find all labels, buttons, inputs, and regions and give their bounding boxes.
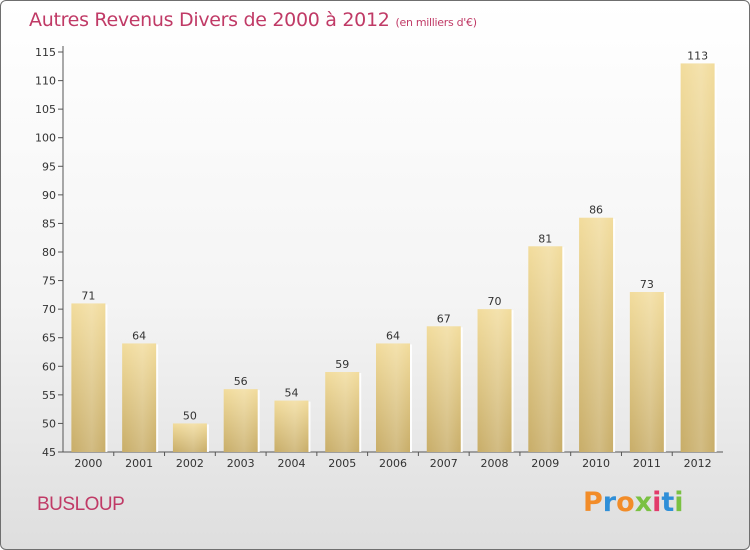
logo-letter: o <box>616 487 635 518</box>
bar-value-label: 113 <box>687 49 708 62</box>
logo-letter: t <box>661 487 675 518</box>
x-tick-label: 2008 <box>481 457 509 470</box>
bar-value-label: 73 <box>640 278 654 291</box>
bar-highlight <box>477 309 512 452</box>
bar-highlight <box>122 343 157 452</box>
y-tick-label: 105 <box>35 103 56 116</box>
y-axis: 45 50 55 60 65 70 75 80 85 90 95 100 105 110 115 <box>35 46 64 459</box>
y-tick-label: 80 <box>42 246 56 259</box>
logo-letter: i <box>652 487 662 518</box>
x-tick-label: 2006 <box>379 457 407 470</box>
bar-value-label: 81 <box>538 232 552 245</box>
bar-highlight <box>325 372 360 452</box>
logo-letter: i <box>674 487 684 518</box>
bar-value-label: 54 <box>284 387 298 400</box>
x-tick-label: 2000 <box>74 457 102 470</box>
bar-highlight <box>426 326 461 452</box>
x-tick-label: 2005 <box>328 457 356 470</box>
bar-value-label: 71 <box>81 289 95 302</box>
x-tick-label: 2001 <box>125 457 153 470</box>
bar-highlight <box>172 423 207 452</box>
bar-highlight <box>274 400 309 452</box>
bar-highlight <box>71 303 106 452</box>
bar-value-label: 67 <box>437 312 451 325</box>
y-tick-label: 65 <box>42 332 56 345</box>
y-tick-label: 60 <box>42 360 56 373</box>
y-tick-label: 90 <box>42 189 56 202</box>
logo-letter: x <box>634 487 653 518</box>
x-tick-label: 2009 <box>531 457 559 470</box>
x-tick-label: 2012 <box>684 457 712 470</box>
bars-group <box>71 63 717 453</box>
y-tick-label: 55 <box>42 389 56 402</box>
bar-highlight <box>528 246 563 452</box>
value-labels-group: 71 64 50 56 54 59 64 67 70 81 86 73 113 <box>81 49 708 422</box>
logo-letter: r <box>602 487 617 518</box>
x-tick-label: 2004 <box>277 457 305 470</box>
bar-highlight <box>680 63 715 453</box>
y-tick-label: 70 <box>42 303 56 316</box>
chart-title-text: Autres Revenus Divers de 2000 à 2012 <box>29 9 390 31</box>
x-tick-label: 2011 <box>633 457 661 470</box>
x-tick-label: 2010 <box>582 457 610 470</box>
y-tick-label: 45 <box>42 446 56 459</box>
bar-highlight <box>223 389 258 452</box>
bar-value-label: 56 <box>234 375 248 388</box>
x-axis: 2000 2001 2002 2003 2004 2005 2006 2007 2008 2009… <box>63 451 723 470</box>
bar-value-label: 86 <box>589 204 603 217</box>
bar-value-label: 64 <box>386 329 400 342</box>
x-tick-label: 2002 <box>176 457 204 470</box>
bar-highlight <box>579 217 614 452</box>
x-tick-label: 2007 <box>430 457 458 470</box>
bar-highlight <box>376 343 410 452</box>
proxiti-logo[interactable]: Proxiti <box>583 487 684 518</box>
chart-subtitle: (en milliers d'€) <box>395 16 477 29</box>
bar-value-label: 64 <box>132 329 146 342</box>
y-tick-label: 110 <box>35 75 56 88</box>
bar-highlight <box>629 292 664 452</box>
bar-value-label: 59 <box>335 358 349 371</box>
y-tick-label: 100 <box>35 132 56 145</box>
place-name: BUSLOUP <box>37 494 125 515</box>
bar-value-label: 70 <box>488 295 502 308</box>
y-tick-label: 50 <box>42 417 56 430</box>
logo-letter: P <box>583 487 603 518</box>
bar-value-label: 50 <box>183 409 197 422</box>
y-tick-label: 75 <box>42 275 56 288</box>
x-tick-label: 2003 <box>227 457 255 470</box>
chart-title: Autres Revenus Divers de 2000 à 2012 (en … <box>29 9 477 31</box>
y-tick-label: 115 <box>35 46 56 59</box>
y-tick-label: 85 <box>42 217 56 230</box>
y-tick-label: 95 <box>42 160 56 173</box>
